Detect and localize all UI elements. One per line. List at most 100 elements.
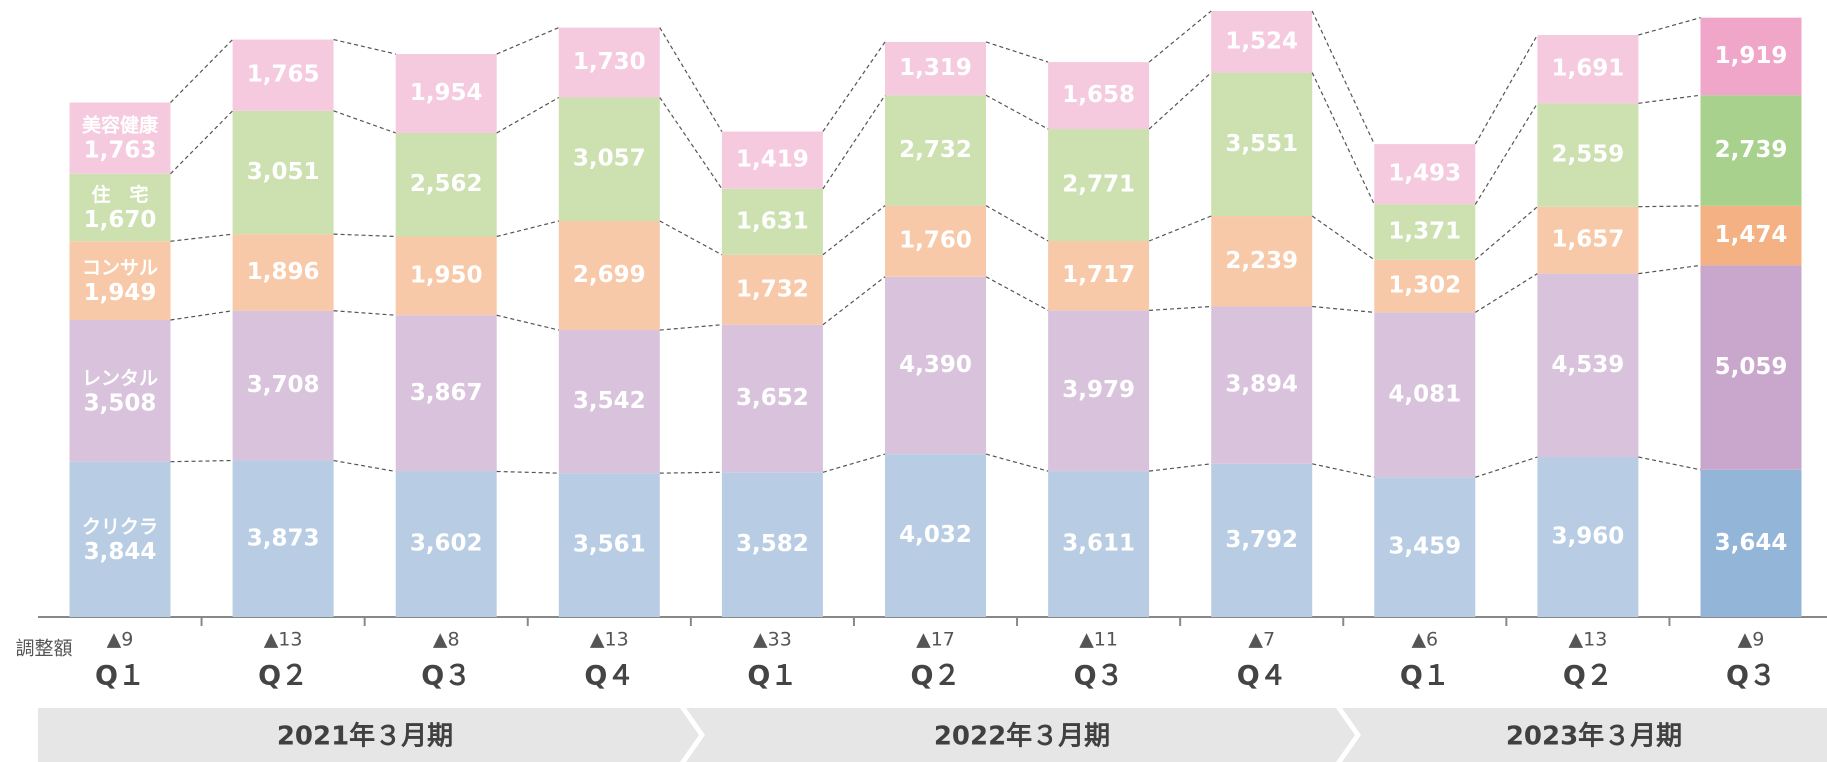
- connector: [496, 220, 559, 238]
- bar-segment: [395, 236, 497, 316]
- bar-segment: [558, 97, 660, 221]
- period-label: 2023年３月期: [1506, 721, 1682, 752]
- period-banner: [38, 708, 699, 762]
- bar-segment: [1537, 34, 1639, 104]
- bar-segment: [395, 54, 497, 133]
- bar-segment: [69, 461, 171, 617]
- bar-segment: [721, 254, 823, 325]
- bar-segment: [1048, 129, 1150, 241]
- value-label: 3,644: [1715, 530, 1788, 556]
- bar-segment: [1537, 457, 1639, 617]
- connector: [170, 39, 234, 103]
- value-label: 1,302: [1388, 273, 1461, 299]
- value-label: 2,771: [1062, 172, 1135, 198]
- value-label: 1,954: [410, 80, 483, 106]
- value-label: 4,081: [1388, 381, 1461, 407]
- value-label: 1,730: [573, 49, 646, 75]
- connector: [1474, 206, 1538, 261]
- connector: [822, 205, 886, 256]
- x-tick-label: Q３: [1074, 661, 1124, 692]
- connector: [822, 453, 886, 473]
- value-label: 3,051: [247, 159, 320, 185]
- adjustment-value: ▲7: [1248, 629, 1275, 651]
- series-label: 住 宅: [91, 183, 148, 206]
- connector: [659, 220, 723, 256]
- period-banner: [1342, 708, 1827, 762]
- bar-segment: [558, 27, 660, 98]
- bar-segment: [1211, 216, 1313, 307]
- connector: [1311, 215, 1375, 261]
- value-label: 1,631: [736, 208, 809, 234]
- value-label: 1,493: [1388, 161, 1461, 187]
- connector: [333, 459, 396, 473]
- value-label: 3,894: [1225, 372, 1298, 398]
- value-label: 3,551: [1225, 131, 1298, 157]
- x-tick-label: Q２: [1563, 661, 1613, 692]
- value-label: 3,602: [410, 531, 483, 557]
- adjustment-value: ▲6: [1411, 629, 1438, 651]
- value-label: 1,949: [84, 280, 157, 306]
- bar-segment: [885, 205, 986, 277]
- adjustment-label: 調整額: [15, 638, 72, 660]
- x-tick-label: Q１: [1400, 661, 1450, 692]
- connector: [1148, 215, 1212, 242]
- adjustment-value: ▲17: [916, 629, 955, 651]
- value-label: 1,658: [1062, 82, 1135, 108]
- value-label: 1,717: [1062, 262, 1135, 288]
- bar-segment: [232, 234, 334, 311]
- value-label: 1,760: [899, 228, 972, 254]
- bar-segment: [721, 131, 823, 189]
- value-label: 3,459: [1388, 534, 1461, 560]
- period-banner: [686, 708, 1355, 762]
- value-label: 3,960: [1552, 524, 1625, 550]
- bar-segment: [1537, 103, 1639, 207]
- bar-segment: [1048, 471, 1150, 617]
- connector: [1638, 205, 1701, 208]
- bar-segment: [395, 132, 497, 237]
- connector: [1474, 102, 1538, 205]
- adjustment-value: ▲13: [1569, 629, 1608, 651]
- connector: [1148, 10, 1212, 63]
- connector: [985, 205, 1049, 242]
- bar-segment: [1211, 72, 1313, 217]
- value-label: 3,582: [736, 531, 809, 557]
- connector: [496, 470, 559, 474]
- value-label: 1,691: [1552, 56, 1625, 82]
- connector: [333, 110, 396, 134]
- bar-segment: [1374, 144, 1476, 205]
- adjustment-value: ▲13: [590, 629, 629, 651]
- value-label: 2,699: [573, 262, 646, 288]
- connector: [822, 94, 886, 190]
- connector: [333, 233, 396, 238]
- value-label: 2,739: [1715, 137, 1788, 163]
- value-label: 1,371: [1388, 219, 1461, 245]
- x-tick-label: Q４: [584, 661, 634, 692]
- connector: [170, 233, 233, 242]
- bar-segment: [721, 324, 823, 473]
- value-label: 1,657: [1552, 227, 1625, 253]
- value-label: 1,524: [1225, 28, 1298, 54]
- bar-segment: [69, 102, 171, 174]
- connector: [170, 310, 233, 321]
- value-label: 3,542: [573, 388, 646, 414]
- value-label: 5,059: [1715, 354, 1788, 380]
- connector: [1638, 264, 1701, 275]
- connector: [822, 41, 886, 132]
- bar-segment: [721, 188, 823, 255]
- bar-segment: [1048, 240, 1150, 311]
- x-tick-label: Q１: [747, 661, 797, 692]
- x-tick-label: Q４: [1237, 661, 1287, 692]
- connector: [1148, 72, 1212, 130]
- bar-segment: [232, 460, 334, 617]
- connector: [333, 310, 396, 316]
- value-label: 3,057: [573, 146, 646, 172]
- connector: [985, 94, 1049, 130]
- connector: [333, 38, 396, 55]
- adjustment-value: ▲9: [1738, 629, 1765, 651]
- connector: [1311, 72, 1375, 205]
- series-label: 美容健康: [82, 114, 159, 137]
- bar-segment: [558, 473, 660, 617]
- bar-segment: [1211, 11, 1313, 73]
- bar-segment: [885, 454, 986, 617]
- adjustment-value: ▲11: [1079, 629, 1118, 651]
